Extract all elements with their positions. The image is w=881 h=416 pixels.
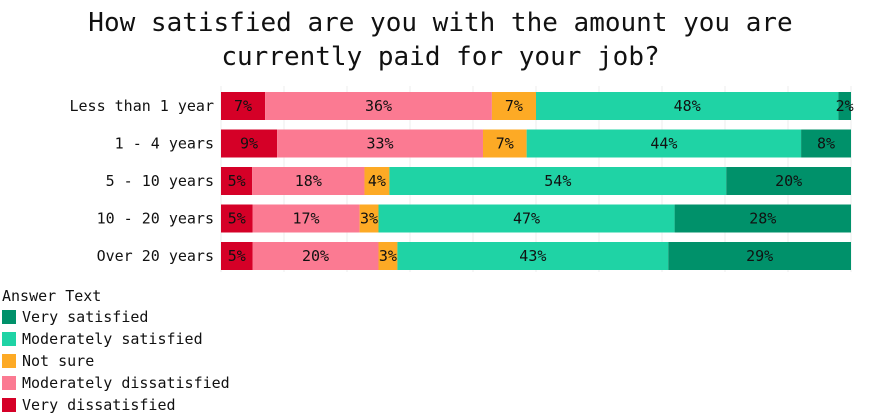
data-label: 5%	[228, 247, 246, 265]
data-label: 8%	[817, 135, 835, 153]
bar-segment	[265, 92, 492, 120]
bar-segment	[221, 129, 278, 158]
legend-item: Very satisfied	[2, 306, 230, 328]
bar-segment	[536, 92, 839, 120]
title-line-1: How satisfied are you with the amount yo…	[88, 8, 793, 38]
data-label: 5%	[228, 172, 246, 190]
bar-segment	[674, 204, 851, 233]
legend-label: Very satisfied	[22, 308, 149, 326]
data-label: 17%	[293, 210, 320, 228]
data-label: 3%	[360, 210, 378, 228]
legend-item: Very dissatisfied	[2, 394, 230, 416]
bar-segment	[277, 129, 483, 158]
bar-segment	[378, 204, 675, 233]
data-label: 4%	[368, 172, 386, 190]
category-label: Less than 1 year	[70, 97, 215, 115]
bar-segment	[364, 167, 390, 195]
data-label: 48%	[674, 97, 701, 115]
bar-segment	[252, 204, 360, 233]
category-label: 1 - 4 years	[115, 135, 214, 153]
bar-segment	[801, 129, 851, 158]
bar-segment	[378, 242, 398, 270]
data-label: 29%	[746, 247, 773, 265]
legend-item: Moderately satisfied	[2, 328, 230, 350]
data-label: 2%	[836, 97, 854, 115]
data-label: 33%	[367, 135, 394, 153]
bar-segment	[252, 242, 379, 270]
bar-segment	[526, 129, 802, 158]
bar-segment	[838, 92, 851, 120]
legend-label: Moderately dissatisfied	[22, 374, 230, 392]
data-label: 7%	[234, 97, 252, 115]
legend-swatch	[2, 398, 16, 412]
data-label: 20%	[302, 247, 329, 265]
legend-label: Very dissatisfied	[22, 396, 176, 414]
data-label: 47%	[513, 210, 540, 228]
category-label: 10 - 20 years	[97, 210, 214, 228]
bar-segment	[221, 167, 253, 195]
bar-segment	[726, 167, 851, 195]
title-line-2: currently paid for your job?	[221, 42, 660, 72]
bar-segment	[491, 92, 536, 120]
data-label: 43%	[519, 247, 546, 265]
legend-swatch	[2, 310, 16, 324]
data-label: 7%	[505, 97, 523, 115]
data-label: 44%	[650, 135, 677, 153]
bar-segment	[389, 167, 727, 195]
data-label: 20%	[775, 172, 802, 190]
category-label: 5 - 10 years	[106, 172, 214, 190]
data-label: 54%	[544, 172, 571, 190]
bar-segment	[221, 242, 253, 270]
data-label: 18%	[295, 172, 322, 190]
data-label: 5%	[228, 210, 246, 228]
bar-segment	[221, 92, 266, 120]
bar-segment	[221, 204, 253, 233]
legend-item: Moderately dissatisfied	[2, 372, 230, 394]
legend-swatch	[2, 332, 16, 346]
bar-segment	[359, 204, 379, 233]
data-label: 9%	[240, 135, 258, 153]
category-label: Over 20 years	[97, 247, 214, 265]
legend: Answer Text Very satisfied Moderately sat…	[2, 286, 230, 416]
legend-swatch	[2, 354, 16, 368]
legend-label: Not sure	[22, 352, 95, 370]
chart-title: How satisfied are you with the amount yo…	[0, 6, 881, 74]
bar-segment	[668, 242, 851, 270]
data-label: 3%	[379, 247, 397, 265]
legend-label: Moderately satisfied	[22, 330, 203, 348]
data-label: 28%	[749, 210, 776, 228]
bar-segment	[482, 129, 527, 158]
bar-segment	[397, 242, 669, 270]
data-label: 36%	[365, 97, 392, 115]
legend-title: Answer Text	[2, 287, 102, 305]
legend-item: Not sure	[2, 350, 230, 372]
bar-segment	[252, 167, 365, 195]
data-label: 7%	[496, 135, 514, 153]
legend-swatch	[2, 376, 16, 390]
